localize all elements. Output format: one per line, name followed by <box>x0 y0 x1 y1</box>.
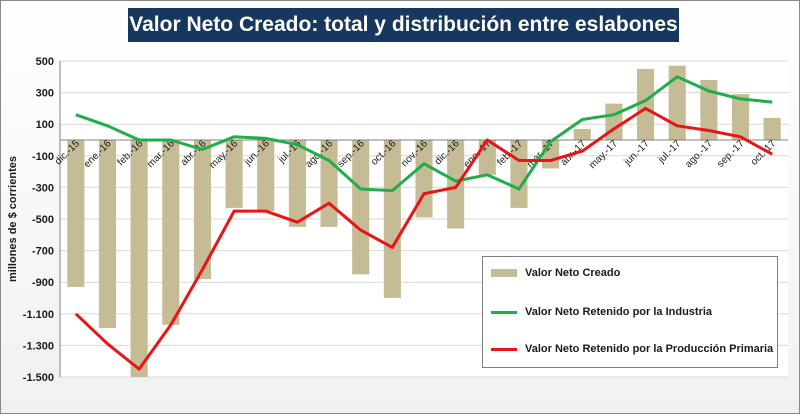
line-industria <box>75 75 773 193</box>
y-tick-label: -1.300 <box>23 340 54 352</box>
legend-item-produccion-primaria: Valor Neto Retenido por la Producción Pr… <box>491 343 773 355</box>
bar-valor-neto-creado <box>700 79 718 140</box>
bar-valor-neto-creado <box>130 140 148 377</box>
y-tick-label: 500 <box>36 56 54 68</box>
y-tick-label: 100 <box>36 119 54 131</box>
bar-valor-neto-creado <box>162 140 180 325</box>
bar-valor-neto-creado <box>573 128 591 140</box>
legend-swatch-bar <box>491 269 517 277</box>
bar-valor-neto-creado <box>447 140 465 229</box>
y-tick-label: 300 <box>36 88 54 100</box>
bar-valor-neto-creado <box>637 68 655 140</box>
bar-valor-neto-creado <box>668 65 686 140</box>
bar-valor-neto-creado <box>67 140 85 287</box>
legend-label: Valor Neto Creado <box>525 267 621 279</box>
bar-valor-neto-creado <box>193 140 211 280</box>
legend-swatch-line <box>491 310 517 314</box>
bar-valor-neto-creado <box>98 140 117 329</box>
legend-label: Valor Neto Retenido por la Producción Pr… <box>525 343 774 355</box>
y-tick-label: -100 <box>32 151 54 163</box>
legend-swatch-line <box>491 347 517 351</box>
chart-title-box: Valor Neto Creado: total y distribución … <box>128 8 679 42</box>
chart-legend: Valor Neto Creado Valor Neto Retenido po… <box>482 256 778 368</box>
bar-valor-neto-creado <box>731 94 750 140</box>
line-produccion-primaria <box>74 106 773 371</box>
chart-title: Valor Neto Creado: total y distribución … <box>129 13 678 36</box>
bar-valor-neto-creado <box>763 117 781 140</box>
bar-valor-neto-creado <box>288 140 306 227</box>
bar-valor-neto-creado <box>257 140 275 212</box>
y-tick-label: -500 <box>32 214 54 226</box>
bar-valor-neto-creado <box>383 140 401 298</box>
y-tick-label: -700 <box>32 246 54 258</box>
bar-valor-neto-creado <box>225 140 243 208</box>
legend-item-valor-neto-creado: Valor Neto Creado <box>491 267 620 279</box>
legend-item-industria: Valor Neto Retenido por la Industria <box>491 306 712 318</box>
legend-label: Valor Neto Retenido por la Industria <box>525 306 713 318</box>
y-tick-label: -1.500 <box>23 372 54 384</box>
y-tick-label: -300 <box>32 182 54 194</box>
y-tick-label: -1.100 <box>23 309 54 321</box>
bar-valor-neto-creado <box>352 140 370 275</box>
y-tick-label: -900 <box>32 277 54 289</box>
y-axis-title: millones de $ corrientes <box>7 156 19 282</box>
